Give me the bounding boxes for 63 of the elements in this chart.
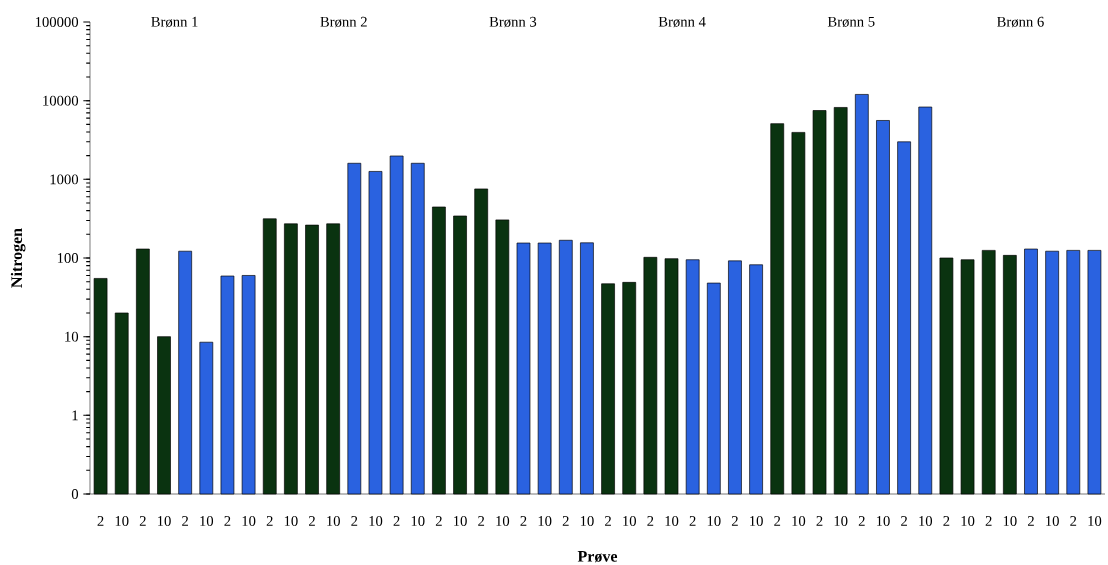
x-tick-label: 10 [1046, 516, 1059, 526]
x-tick-label: 10 [284, 516, 298, 526]
x-tick-label: 10 [1088, 516, 1102, 526]
x-tick-label: 10 [961, 516, 975, 526]
x-tick-label: 10 [496, 516, 510, 526]
x-tick-label: 2 [520, 516, 527, 526]
x-tick-label: 10 [157, 516, 171, 526]
y-tick-label: 10000 [43, 95, 79, 106]
x-tick-label: 10 [580, 516, 594, 526]
x-tick-label: 2 [605, 516, 611, 526]
x-tick-label: 10 [876, 516, 890, 526]
x-tick-label: 2 [393, 516, 400, 526]
x-tick-label: 2 [309, 516, 315, 526]
annotation: Brønn 2 [320, 16, 367, 28]
annotation: Brønn 5 [827, 16, 875, 28]
x-tick-label: 10 [1003, 516, 1017, 526]
x-tick-label: 10 [454, 516, 467, 526]
x-tick-label: 10 [327, 516, 340, 526]
x-tick-label: 2 [901, 516, 907, 526]
annotation: Brønn 4 [658, 16, 706, 28]
x-tick-label: 2 [266, 516, 273, 526]
x-tick-label: 2 [1027, 516, 1034, 526]
x-tick-label: 2 [774, 516, 781, 526]
x-tick-label: 10 [834, 516, 848, 526]
x-tick-label: 2 [689, 516, 696, 526]
x-tick-label: 10 [115, 516, 129, 526]
y-tick-label: 1000 [50, 174, 79, 185]
y-axis-title: Nitrogen [10, 228, 26, 288]
x-tick-label: 10 [750, 516, 763, 526]
x-tick-label: 10 [623, 516, 636, 526]
x-tick-label: 2 [943, 516, 950, 526]
x-tick-label: 2 [816, 516, 823, 526]
x-tick-label: 2 [351, 516, 358, 526]
x-tick-label: 2 [1070, 516, 1077, 526]
x-tick-label: 2 [97, 516, 104, 526]
x-tick-label: 10 [707, 516, 721, 526]
x-tick-label: 10 [792, 516, 806, 526]
x-axis-title: Prøve [577, 551, 618, 563]
x-tick-label: 2 [182, 516, 189, 526]
annotation: Brønn 1 [151, 16, 198, 28]
x-tick-label: 10 [919, 516, 933, 526]
x-tick-label: 2 [224, 516, 231, 526]
x-tick-label: 2 [562, 516, 569, 526]
x-tick-label: 10 [538, 516, 552, 526]
y-tick-label: 100 [57, 253, 79, 263]
annotation: Brønn 6 [997, 16, 1044, 28]
x-tick-label: 2 [139, 516, 146, 526]
x-tick-label: 2 [647, 516, 654, 526]
x-tick-label: 10 [242, 516, 256, 526]
x-tick-label: 2 [435, 516, 442, 526]
y-tick-label: 1 [72, 410, 78, 421]
y-tick-label: 10 [65, 331, 79, 342]
y-tick-label: 100000 [35, 17, 79, 27]
y-tick-label: 0 [71, 489, 79, 499]
x-tick-label: 2 [478, 516, 485, 526]
x-tick-label: 2 [731, 516, 738, 526]
x-tick-label: 10 [369, 516, 383, 526]
x-tick-label: 10 [665, 516, 679, 526]
x-tick-label: 10 [200, 516, 214, 526]
x-tick-label: 2 [985, 516, 992, 526]
x-tick-label: 10 [411, 516, 425, 526]
annotation: Brønn 3 [489, 16, 537, 28]
x-tick-label: 2 [858, 516, 865, 526]
